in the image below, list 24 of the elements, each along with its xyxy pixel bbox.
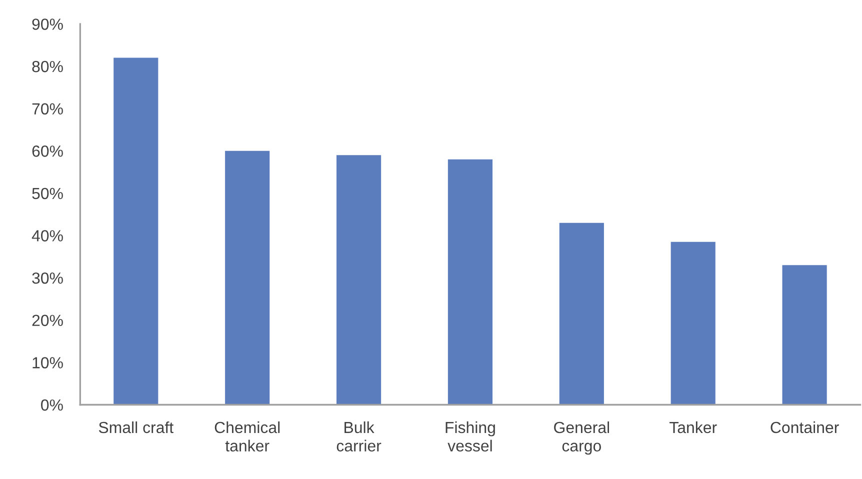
x-tick-label: Fishing vessel — [446, 421, 495, 452]
y-tick-label: 20% — [32, 314, 63, 326]
x-tick-label: Tanker — [670, 421, 717, 434]
y-tick-label: 10% — [32, 357, 63, 368]
y-tick-label: 40% — [32, 230, 63, 242]
bar — [559, 222, 604, 405]
x-tick-label: Container — [770, 421, 839, 434]
x-tick-label: Chemical tanker — [214, 421, 280, 452]
x-tick-label: General cargo — [554, 421, 610, 455]
bar — [336, 155, 382, 405]
bar — [782, 265, 827, 405]
bar — [670, 242, 716, 405]
x-tick-label: Bulk carrier — [336, 421, 382, 452]
y-tick-label: 30% — [32, 272, 63, 284]
bar — [448, 159, 493, 405]
bar — [114, 58, 158, 405]
y-tick-label: 80% — [32, 60, 63, 72]
y-tick-label: 0% — [41, 399, 63, 411]
y-tick-label: 70% — [32, 103, 63, 115]
bar — [225, 150, 270, 405]
y-tick-label: 50% — [32, 188, 63, 200]
y-tick-label: 90% — [32, 18, 63, 30]
x-tick-label: Small craft — [98, 421, 174, 434]
y-tick-label: 60% — [32, 146, 63, 157]
